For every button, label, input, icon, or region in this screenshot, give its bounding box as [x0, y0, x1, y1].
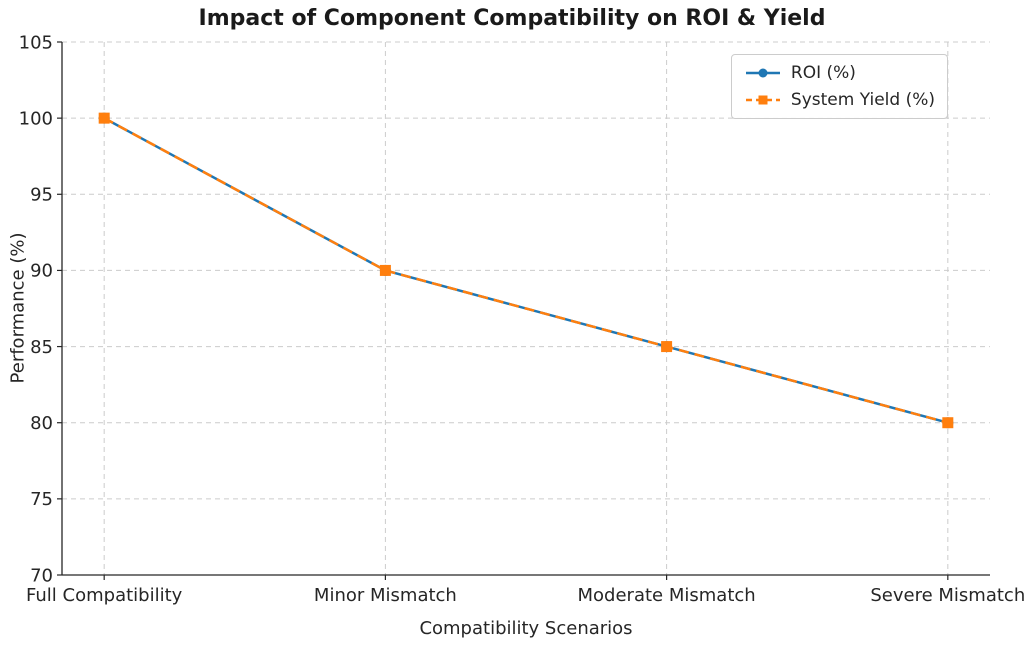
y-tick-label: 85: [30, 337, 53, 358]
y-tick-label: 95: [30, 185, 53, 206]
x-tick-label: Severe Mismatch: [870, 585, 1024, 606]
tick-marks: [57, 41, 949, 580]
legend-marker-icon: [745, 95, 780, 105]
series-markers: [98, 112, 954, 429]
x-tick-label: Full Compatibility: [26, 585, 183, 606]
legend-label: ROI (%): [790, 63, 856, 83]
tick-labels: 70 75 80 85 90 95 100 105 Full Compatibility Mino…: [19, 32, 1024, 606]
legend-marker-icon: [745, 68, 780, 78]
x-axis-label: Compatibility Scenarios: [419, 618, 633, 639]
series-line: [103, 117, 949, 424]
y-tick-label: 80: [30, 413, 53, 434]
legend-label: System Yield (%): [790, 90, 935, 110]
axes-spines: [61, 42, 990, 576]
y-tick-label: 75: [30, 489, 53, 510]
y-tick-label: 70: [30, 565, 53, 586]
legend-item: ROI (%): [744, 63, 935, 83]
y-tick-label: 105: [19, 32, 53, 53]
x-tick-label: Moderate Mismatch: [578, 585, 756, 606]
chart-title: Impact of Component Compatibility on ROI…: [198, 6, 826, 31]
legend: ROI (%) System Yield (%): [730, 54, 948, 119]
legend-item: System Yield (%): [744, 90, 935, 110]
y-tick-label: 90: [30, 261, 53, 282]
x-tick-label: Minor Mismatch: [314, 585, 457, 606]
y-tick-label: 100: [19, 108, 53, 129]
